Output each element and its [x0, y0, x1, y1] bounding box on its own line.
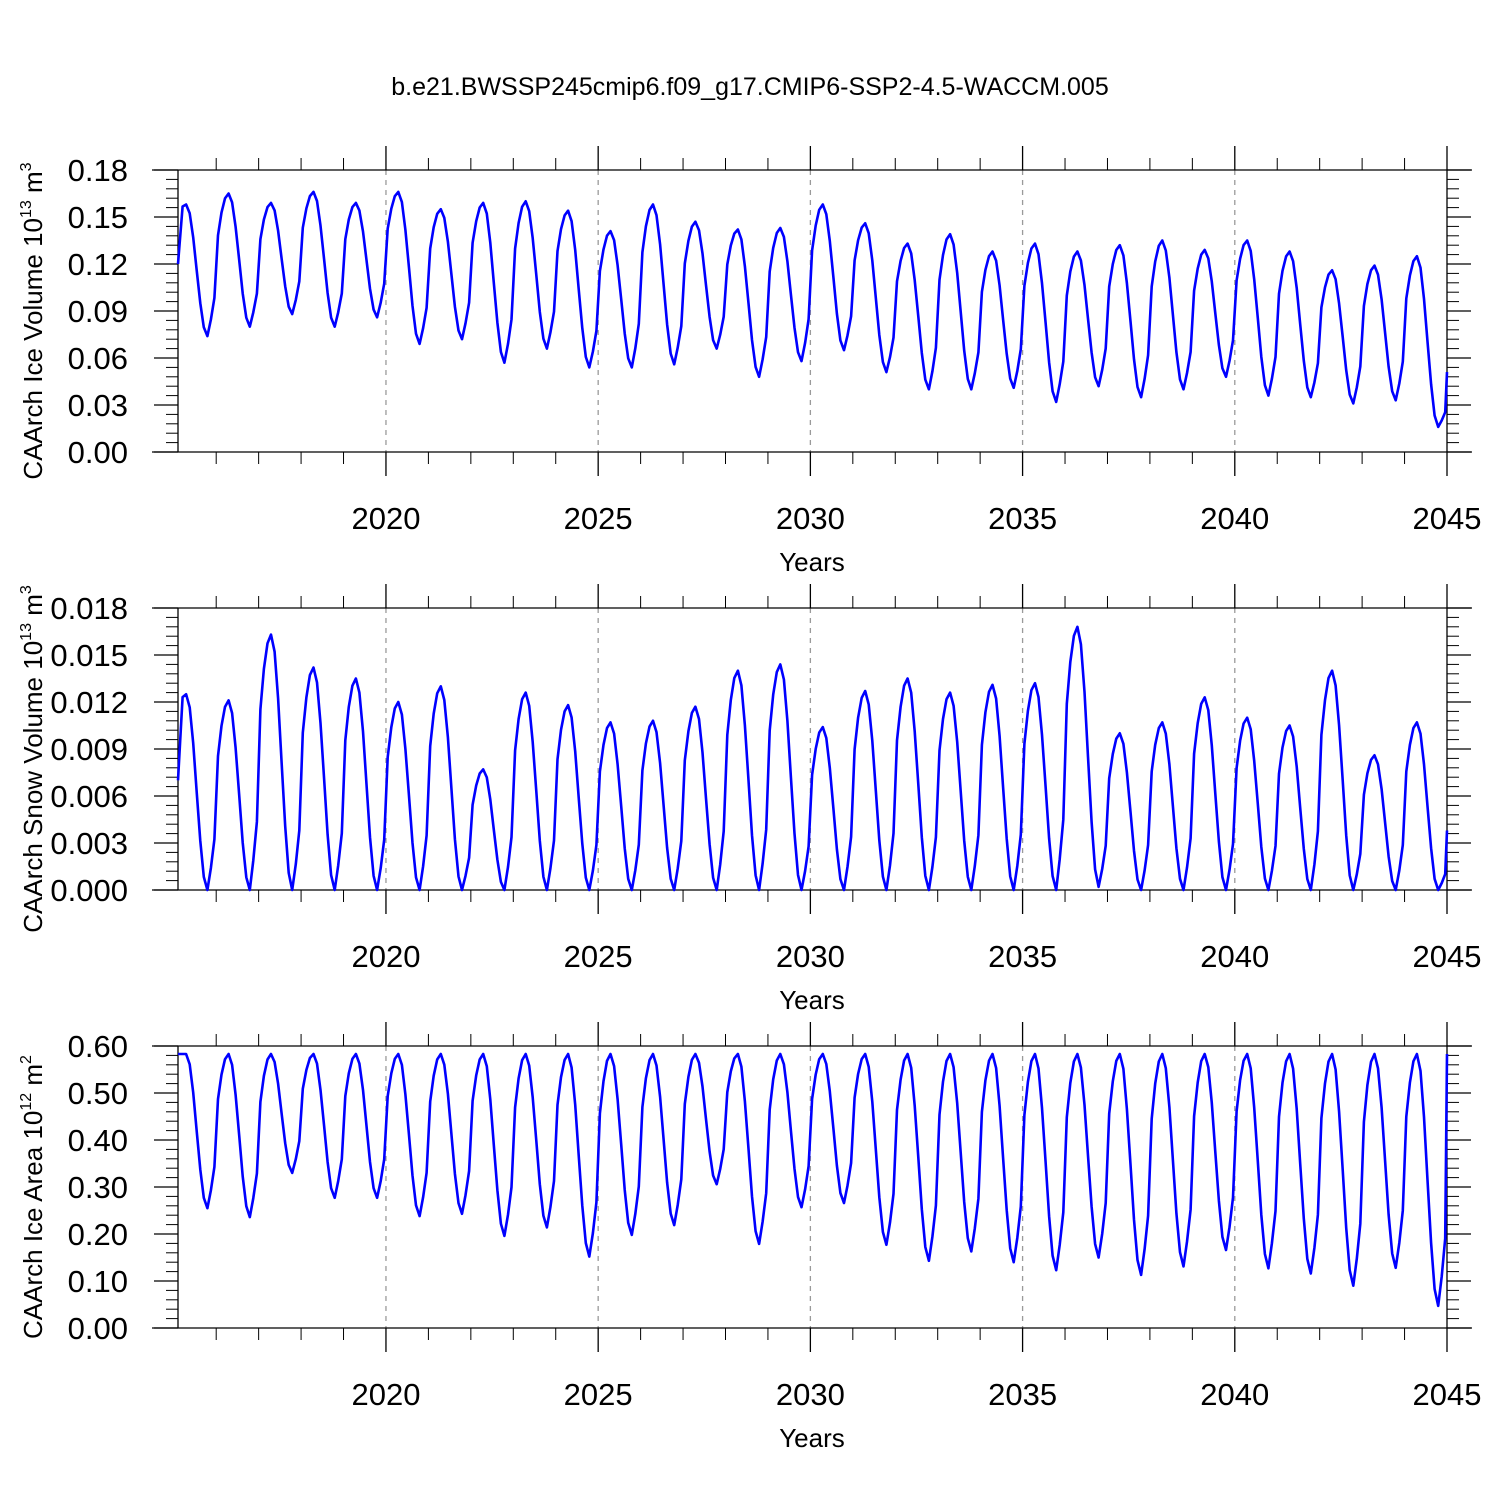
y-axis-title-unit-exponent: 2 — [18, 1055, 35, 1064]
y-tick-label: 0.09 — [68, 294, 128, 329]
panel-ice-volume: 0.00 0.03 0.06 0.09 0.12 0.15 0.18 2020 2025 2030… — [18, 146, 1481, 577]
x-tick-label: 2020 — [351, 939, 420, 974]
y-tick-label: 0.012 — [50, 685, 128, 720]
y-tick-label: 0.30 — [68, 1170, 128, 1205]
x-tick-label: 2035 — [988, 1377, 1057, 1412]
y-axis-title-exponent: 13 — [18, 200, 35, 218]
y-tick-label: 0.06 — [68, 341, 128, 376]
x-tick-label: 2030 — [776, 1377, 845, 1412]
x-axis-title: Years — [779, 547, 845, 577]
y-tick-label: 0.015 — [50, 638, 128, 673]
y-tick-label: 0.18 — [68, 153, 128, 188]
y-axis-title-exponent: 13 — [18, 623, 35, 641]
y-tick-label: 0.00 — [68, 435, 128, 470]
y-axis-title-exponent: 12 — [18, 1093, 35, 1111]
x-tick-label: 2030 — [776, 939, 845, 974]
panel-ice-area: 0.00 0.10 0.20 0.30 0.40 0.50 0.60 2020 2025 2030… — [18, 1022, 1481, 1453]
x-tick-label: 2020 — [351, 501, 420, 536]
y-axis-title: CAArch Ice Volume 1013 m3 — [18, 162, 48, 479]
y-tick-label: 0.009 — [50, 732, 128, 767]
x-tick-label: 2020 — [351, 1377, 420, 1412]
y-axis-title-text: CAArch Ice Area 10 — [18, 1111, 48, 1339]
x-tick-label: 2040 — [1200, 939, 1269, 974]
x-tick-label: 2025 — [564, 1377, 633, 1412]
y-axis-title-unit: m — [18, 171, 48, 200]
y-tick-label: 0.003 — [50, 826, 128, 861]
y-tick-label: 0.006 — [50, 779, 128, 814]
x-tick-label: 2025 — [564, 501, 633, 536]
series-line-ice-area — [178, 1052, 1449, 1308]
y-tick-label: 0.00 — [68, 1311, 128, 1346]
x-tick-label: 2045 — [1413, 1377, 1482, 1412]
y-tick-label: 0.40 — [68, 1123, 128, 1158]
y-tick-label: 0.03 — [68, 388, 128, 423]
series-line-ice-volume — [176, 190, 1449, 429]
x-axis-title: Years — [779, 985, 845, 1015]
y-tick-label: 0.018 — [50, 591, 128, 626]
y-tick-label: 0.60 — [68, 1029, 128, 1064]
y-axis-title-unit-exponent: 3 — [18, 162, 35, 171]
y-axis-title-unit: m — [18, 594, 48, 623]
x-axis-title: Years — [779, 1423, 845, 1453]
x-tick-label: 2040 — [1200, 501, 1269, 536]
y-tick-label: 0.10 — [68, 1264, 128, 1299]
y-axis-title-text: CAArch Snow Volume 10 — [18, 641, 48, 933]
x-tick-label: 2035 — [988, 939, 1057, 974]
y-axis-title: CAArch Ice Area 1012 m2 — [18, 1055, 48, 1339]
y-axis-title: CAArch Snow Volume 1013 m3 — [18, 585, 48, 933]
y-tick-label: 0.000 — [50, 873, 128, 908]
panel-snow-volume: 0.000 0.003 0.006 0.009 0.012 0.015 0.018 2020 2… — [18, 584, 1481, 1015]
y-tick-label: 0.12 — [68, 247, 128, 282]
x-tick-label: 2040 — [1200, 1377, 1269, 1412]
y-axis-title-unit-exponent: 3 — [18, 585, 35, 594]
series-line-snow-volume — [176, 625, 1449, 892]
x-tick-label: 2030 — [776, 501, 845, 536]
figure-title: b.e21.BWSSP245cmip6.f09_g17.CMIP6-SSP2-4… — [391, 73, 1108, 101]
y-axis-title-unit: m — [18, 1064, 48, 1093]
y-axis-title-text: CAArch Ice Volume 10 — [18, 218, 48, 480]
y-tick-label: 0.15 — [68, 200, 128, 235]
y-tick-label: 0.50 — [68, 1076, 128, 1111]
x-tick-label: 2045 — [1413, 939, 1482, 974]
x-tick-label: 2025 — [564, 939, 633, 974]
y-tick-label: 0.20 — [68, 1217, 128, 1252]
x-tick-label: 2035 — [988, 501, 1057, 536]
x-tick-label: 2045 — [1413, 501, 1482, 536]
